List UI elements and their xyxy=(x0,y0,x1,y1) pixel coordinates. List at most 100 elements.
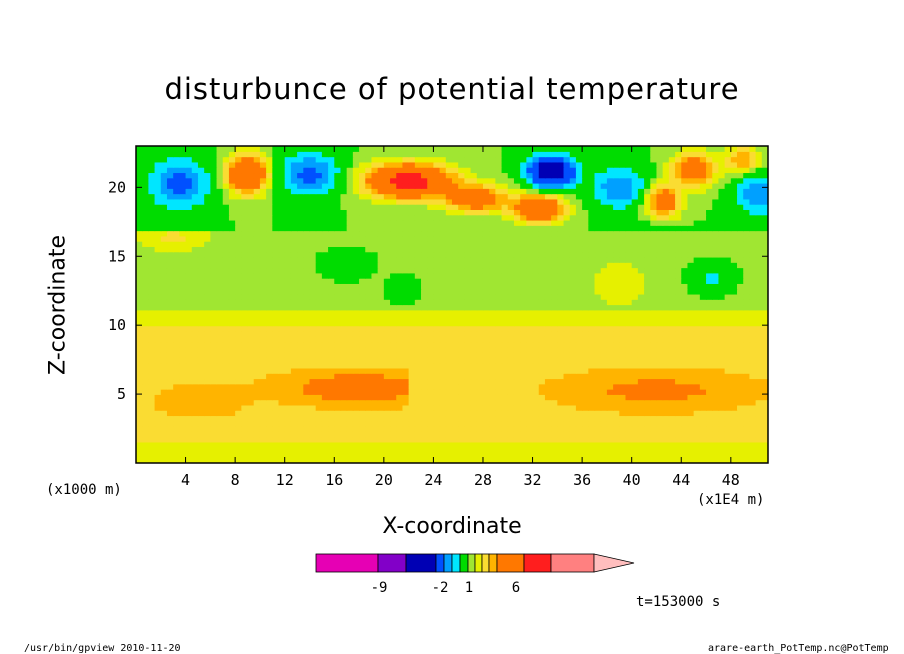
heatmap-cell xyxy=(253,362,261,369)
heatmap-cell xyxy=(414,383,422,390)
heatmap-cell xyxy=(359,204,366,210)
heatmap-cell xyxy=(452,246,459,253)
heatmap-cell xyxy=(148,204,156,210)
heatmap-cell xyxy=(458,288,465,295)
heatmap-cell xyxy=(352,404,360,411)
heatmap-cell xyxy=(197,241,205,247)
heatmap-cell xyxy=(718,230,726,237)
heatmap-cell xyxy=(166,320,174,327)
heatmap-cell xyxy=(179,309,187,316)
heatmap-cell xyxy=(427,426,435,432)
heatmap-cell xyxy=(569,426,577,432)
heatmap-cell xyxy=(544,330,552,337)
heatmap-cell xyxy=(210,383,218,390)
heatmap-cell xyxy=(513,362,521,369)
heatmap-cell xyxy=(594,315,602,321)
heatmap-cell xyxy=(136,378,143,385)
heatmap-cell xyxy=(513,420,521,427)
heatmap-cell xyxy=(476,447,484,454)
heatmap-cell xyxy=(346,246,354,253)
heatmap-cell xyxy=(166,394,174,401)
heatmap-cell xyxy=(185,394,193,401)
heatmap-cell xyxy=(210,436,218,443)
heatmap-cell xyxy=(489,357,496,364)
heatmap-cell xyxy=(681,357,689,364)
heatmap-cell xyxy=(222,225,230,232)
heatmap-cell xyxy=(476,309,484,316)
heatmap-cell xyxy=(458,315,465,321)
heatmap-cell xyxy=(235,431,242,438)
heatmap-cell xyxy=(439,447,447,454)
heatmap-cell xyxy=(718,330,726,337)
heatmap-cell xyxy=(600,352,608,358)
heatmap-cell xyxy=(216,267,224,274)
heatmap-cell xyxy=(482,426,490,432)
heatmap-cell xyxy=(699,272,707,279)
heatmap-cell xyxy=(284,389,292,395)
heatmap-cell xyxy=(365,420,373,427)
heatmap-cell xyxy=(452,441,459,448)
heatmap-cell xyxy=(699,309,707,316)
heatmap-cell xyxy=(489,293,496,300)
heatmap-cell xyxy=(421,246,428,253)
heatmap-cell xyxy=(588,320,596,327)
heatmap-cell xyxy=(544,367,552,374)
heatmap-cell xyxy=(241,457,249,463)
heatmap-cell xyxy=(427,383,435,390)
heatmap-cell xyxy=(557,214,565,221)
heatmap-cell xyxy=(365,367,373,374)
heatmap-cell xyxy=(191,447,199,454)
heatmap-cell xyxy=(222,272,230,279)
heatmap-cell xyxy=(625,299,633,306)
heatmap-cell xyxy=(489,373,496,380)
heatmap-cell xyxy=(160,251,168,258)
heatmap-cell xyxy=(619,389,627,395)
heatmap-cell xyxy=(737,357,744,364)
heatmap-cell xyxy=(743,431,751,438)
heatmap-cell xyxy=(142,399,149,406)
heatmap-cell xyxy=(253,251,261,258)
heatmap-cell xyxy=(513,410,521,417)
heatmap-cell xyxy=(328,315,335,321)
heatmap-cell xyxy=(650,241,658,247)
heatmap-cell xyxy=(532,320,540,327)
heatmap-cell xyxy=(216,325,224,332)
heatmap-cell xyxy=(619,330,627,337)
heatmap-cell xyxy=(160,367,168,374)
heatmap-cell xyxy=(402,315,410,321)
heatmap-cell xyxy=(724,378,732,385)
heatmap-cell xyxy=(687,288,695,295)
heatmap-cell xyxy=(644,410,651,417)
heatmap-cell xyxy=(495,336,503,343)
heatmap-cell xyxy=(606,378,614,385)
heatmap-cell xyxy=(743,336,751,343)
heatmap-cell xyxy=(148,346,156,353)
heatmap-cell xyxy=(290,256,298,263)
heatmap-cell xyxy=(476,241,484,247)
heatmap-cell xyxy=(191,241,199,247)
heatmap-cell xyxy=(532,219,540,226)
heatmap-cell xyxy=(414,235,422,242)
heatmap-cell xyxy=(637,256,645,263)
heatmap-cell xyxy=(173,315,180,321)
heatmap-cell xyxy=(687,246,695,253)
heatmap-cell xyxy=(675,389,682,395)
heatmap-cell xyxy=(458,447,465,454)
heatmap-cell xyxy=(346,436,354,443)
heatmap-cell xyxy=(619,436,627,443)
heatmap-cell xyxy=(241,299,249,306)
heatmap-cell xyxy=(513,293,521,300)
heatmap-cell xyxy=(712,272,720,279)
heatmap-cell xyxy=(718,278,726,284)
heatmap-cell xyxy=(228,267,236,274)
heatmap-cell xyxy=(247,410,255,417)
heatmap-cell xyxy=(359,452,366,459)
heatmap-cell xyxy=(687,415,695,422)
heatmap-cell xyxy=(706,293,713,300)
heatmap-cell xyxy=(538,457,546,463)
heatmap-cell xyxy=(507,399,515,406)
heatmap-cell xyxy=(359,256,366,263)
heatmap-cell xyxy=(600,219,608,226)
heatmap-cell xyxy=(687,304,695,311)
heatmap-cell xyxy=(414,431,422,438)
